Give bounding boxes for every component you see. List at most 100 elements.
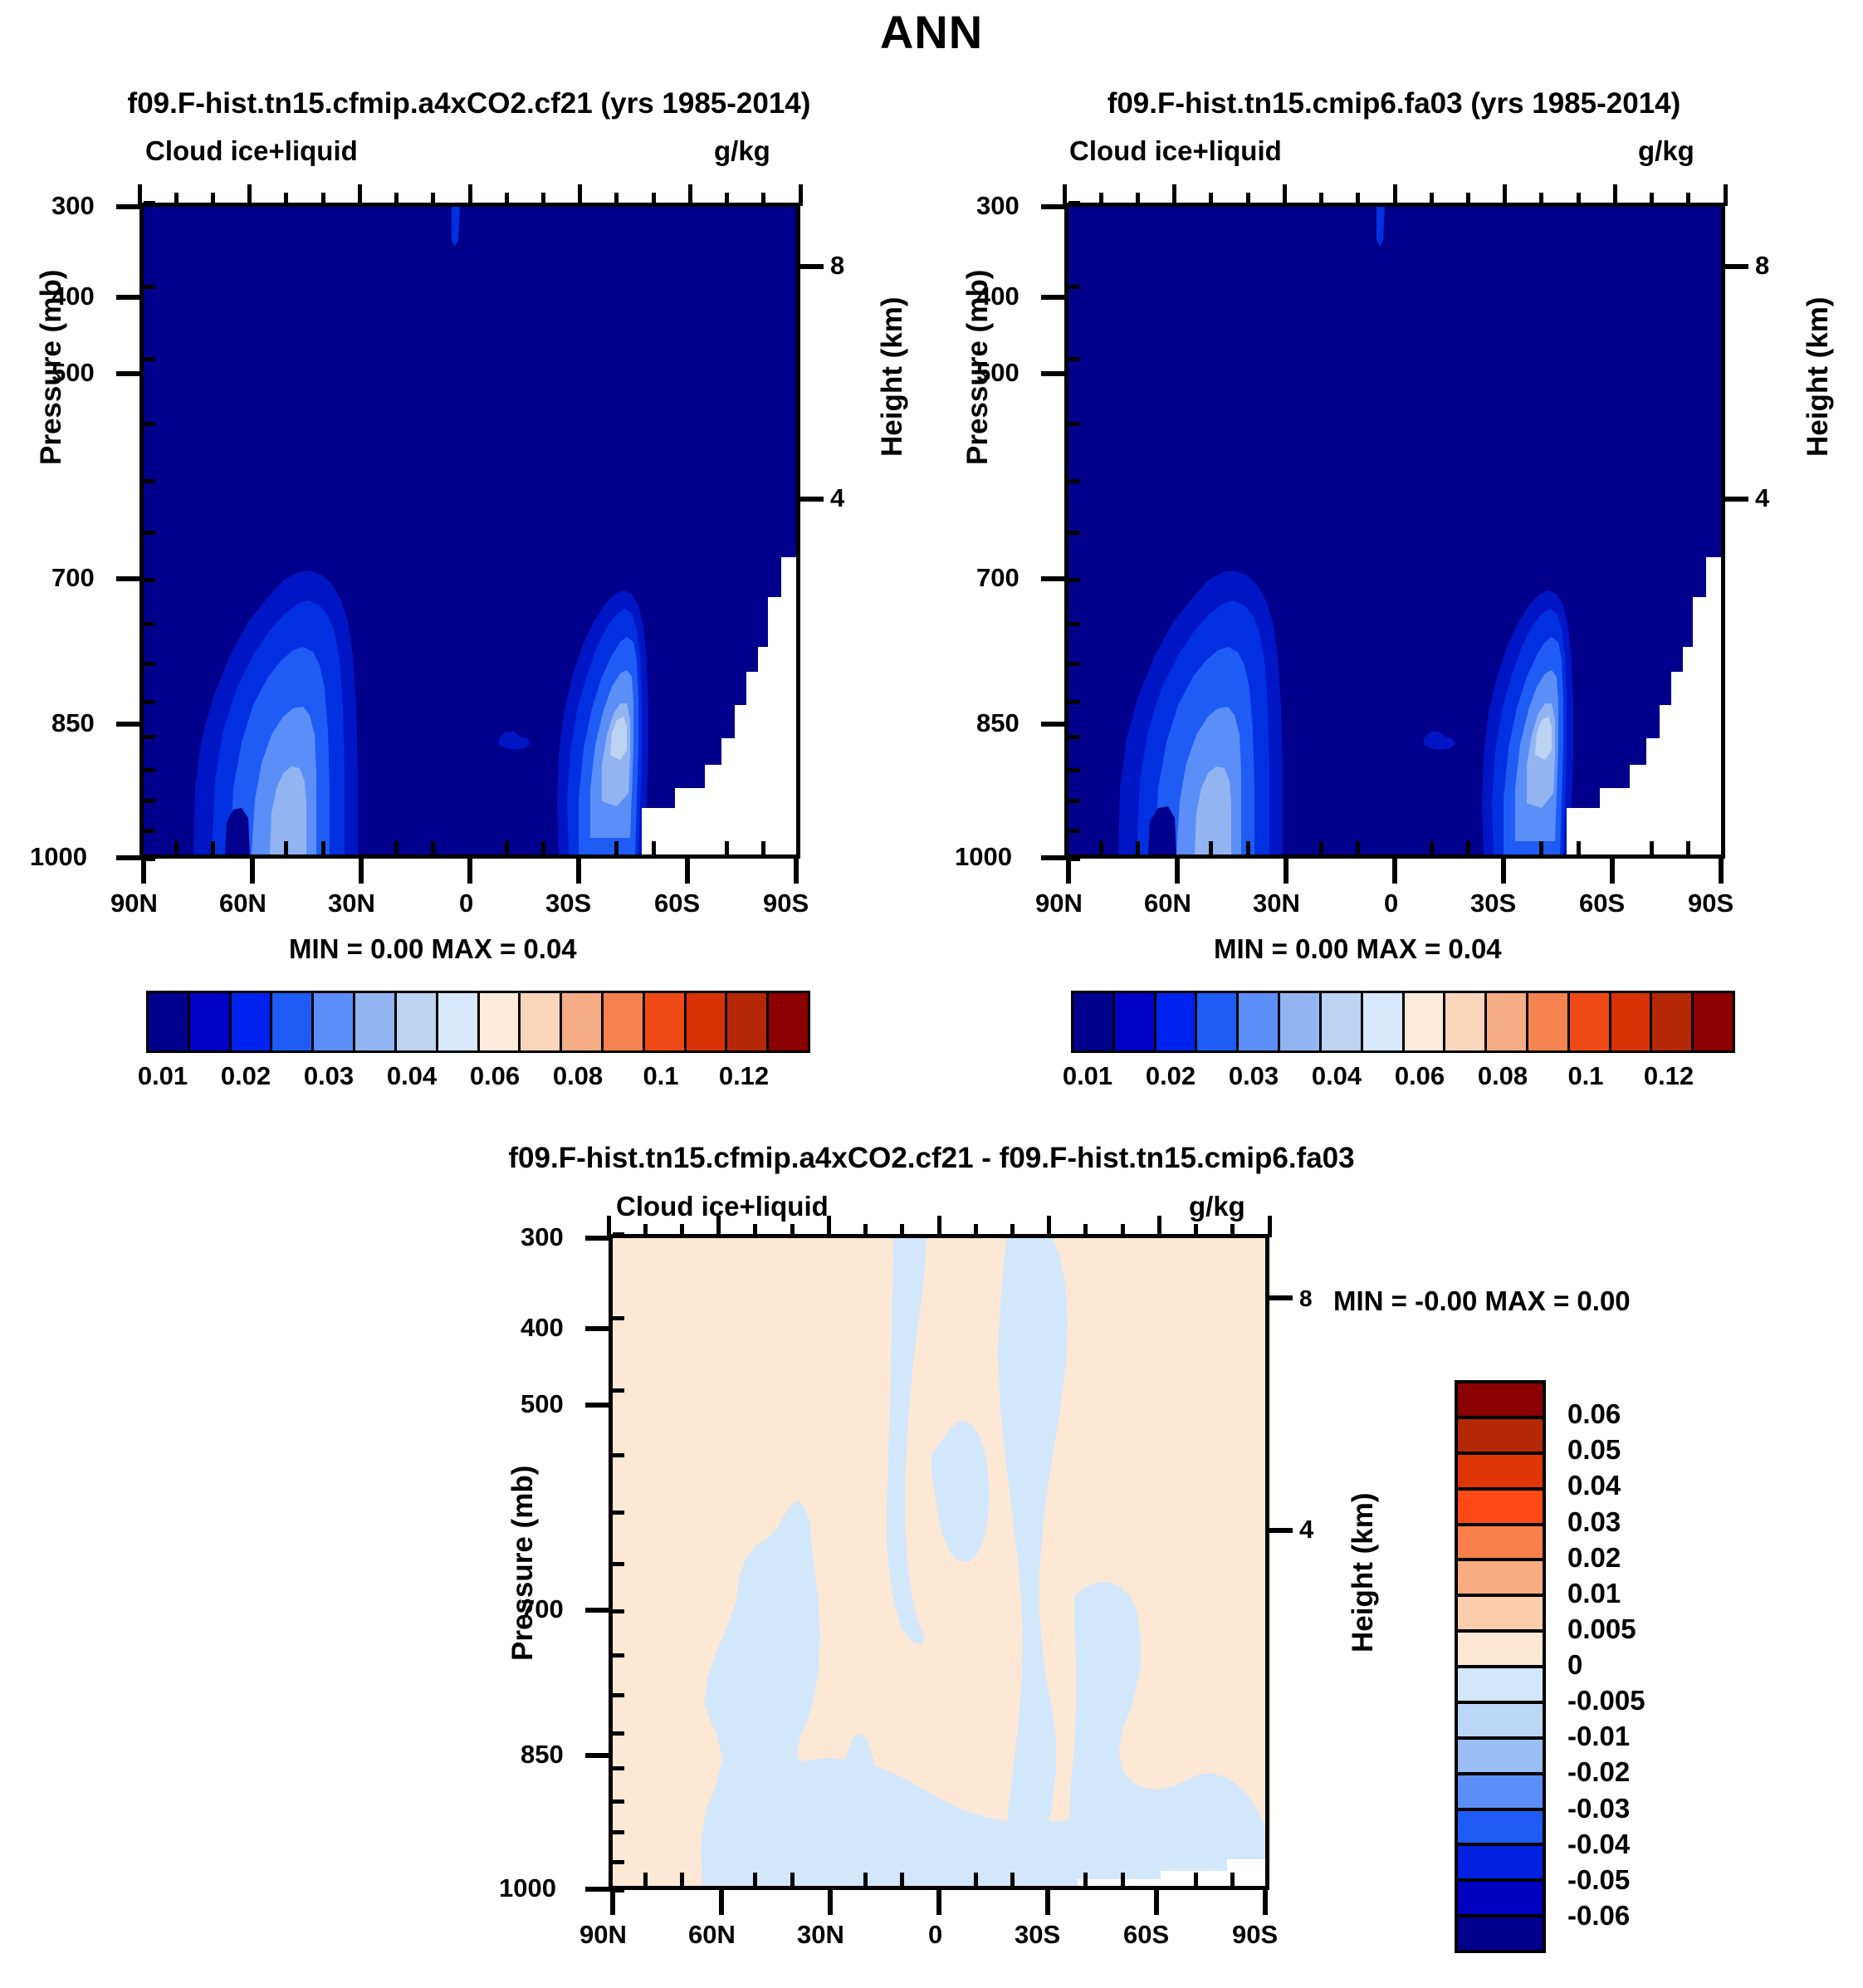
right-var-label: Cloud ice+liquid	[1069, 135, 1282, 166]
diff-xtop-30	[826, 1216, 831, 1237]
right-cbar-label-5: 0.08	[1477, 1061, 1528, 1090]
left-ylabel-300: 300	[51, 191, 95, 220]
right-ylabel-1000: 1000	[955, 842, 1012, 871]
colorbar-cell-2	[231, 993, 273, 1050]
left-ylabel-500: 500	[51, 358, 95, 387]
right-y2tick-8	[1724, 264, 1748, 269]
colorbar-cell-7	[438, 993, 480, 1050]
diff-y2label-8: 8	[1299, 1285, 1313, 1311]
colorbar-cell-6	[396, 993, 438, 1050]
diff-ylabel-500: 500	[521, 1389, 564, 1418]
diff-colorbar-cell-11	[1458, 1775, 1543, 1811]
left-xtop--20	[540, 193, 545, 206]
left-panel-title: f09.F-hist.tn15.cfmip.a4xCO2.cf21 (yrs 1…	[127, 87, 811, 120]
right-xtick-30N	[1284, 859, 1288, 884]
left-y2label-8: 8	[830, 251, 845, 280]
left-xlabel-0: 0	[459, 889, 474, 918]
right-xminor--50	[1576, 841, 1581, 854]
right-yminor-750	[1068, 699, 1080, 704]
colorbar-cell-8	[479, 993, 521, 1050]
colorbar-cell-14	[727, 993, 770, 1050]
left-xlabel-90N: 90N	[110, 889, 158, 918]
right-yminor-950	[1068, 828, 1080, 833]
left-yminor-450	[144, 421, 155, 426]
diff-var-label: Cloud ice+liquid	[616, 1191, 829, 1222]
diff-xtick-0	[936, 1890, 941, 1915]
colorbar-cell-15	[769, 993, 808, 1050]
left-xminor--80	[761, 841, 766, 854]
left-xtop-90	[137, 184, 142, 206]
diff-xtop--10	[973, 1224, 978, 1237]
left-ytick-300	[116, 204, 141, 209]
diff-colorbar-cell-1	[1458, 1418, 1543, 1455]
right-ytick-400	[1041, 295, 1066, 300]
right-xtick-60N	[1175, 859, 1180, 884]
right-xtick-90N	[1066, 859, 1071, 884]
left-ytick-400	[116, 295, 141, 300]
left-yminor-600	[144, 578, 155, 583]
right-yminor-650	[1068, 621, 1080, 626]
diff-xminor-20	[863, 1873, 868, 1886]
right-ytick-1000	[1041, 855, 1066, 860]
left-xminor--50	[651, 841, 656, 854]
right-xminor-80	[1098, 841, 1103, 854]
right-xtop-10	[1356, 193, 1361, 206]
right-xtop--80	[1686, 193, 1691, 206]
diff-xtop-0	[936, 1216, 941, 1237]
page-title: ANN	[879, 6, 984, 58]
left-minmax: MIN = 0.00 MAX = 0.04	[289, 933, 577, 964]
right-colorbar	[1071, 991, 1735, 1053]
diff-colorbar-label-5: 0.01	[1567, 1577, 1621, 1609]
right-cbar-label-3: 0.04	[1311, 1061, 1362, 1090]
right-xtop-80	[1098, 193, 1103, 206]
left-xtick-30N	[359, 859, 364, 884]
left-xminor-70	[210, 841, 215, 854]
left-yminor-400	[144, 357, 155, 362]
left-xtop-70	[210, 193, 215, 206]
left-var-label: Cloud ice+liquid	[145, 135, 358, 166]
left-xtop--40	[614, 193, 619, 206]
diff-colorbar-label-9: -0.01	[1567, 1721, 1631, 1752]
right-ylabel-400: 400	[976, 282, 1020, 311]
left-xtick-60N	[250, 859, 255, 884]
right-y2label: Height (km)	[1802, 296, 1834, 458]
left-yminor-500	[144, 478, 155, 483]
left-yminor-300	[144, 200, 155, 205]
diff-xlabel-90S: 90S	[1232, 1920, 1279, 1949]
colorbar-cell-5	[355, 993, 397, 1050]
diff-xminor-80	[643, 1873, 648, 1886]
diff-xtop--90	[1267, 1216, 1272, 1237]
right-ytick-300	[1041, 204, 1066, 209]
left-xminor--70	[725, 841, 730, 854]
diff-colorbar-label-12: -0.04	[1567, 1828, 1631, 1859]
left-ytick-1000	[116, 855, 141, 860]
left-cbar-label-1: 0.02	[220, 1061, 271, 1090]
left-xtop-60	[247, 184, 252, 206]
left-xtick-90S	[794, 859, 799, 884]
colorbar-cell-3	[272, 993, 315, 1050]
left-xtick-90N	[141, 859, 146, 884]
left-ylabel-850: 850	[51, 708, 95, 737]
right-xminor-20	[1319, 841, 1324, 854]
left-ylabel-700: 700	[51, 563, 95, 592]
left-cbar-label-7: 0.12	[718, 1061, 770, 1090]
diff-ylabel-1000: 1000	[499, 1873, 556, 1902]
diff-plot-area	[609, 1234, 1269, 1890]
diff-xtop--50	[1120, 1224, 1125, 1237]
right-xlabel-90N: 90N	[1035, 889, 1083, 918]
diff-y2tick-8	[1268, 1295, 1293, 1300]
diff-xminor--80	[1230, 1873, 1235, 1886]
right-cbar-label-4: 0.06	[1394, 1061, 1445, 1090]
left-xminor-80	[174, 841, 178, 854]
right-xtop-60	[1172, 184, 1177, 206]
left-field-svg	[144, 207, 796, 854]
colorbar-cell-1	[1114, 993, 1156, 1050]
right-xtop-70	[1135, 193, 1140, 206]
right-yminor-550	[1068, 531, 1080, 536]
diff-xtop--40	[1083, 1224, 1088, 1237]
diff-colorbar-label-11: -0.03	[1567, 1792, 1631, 1824]
right-yminor-350	[1068, 284, 1080, 289]
right-ylabel-500: 500	[976, 358, 1020, 387]
left-cbar-label-2: 0.03	[303, 1061, 355, 1090]
left-xtick-30S	[576, 859, 581, 884]
